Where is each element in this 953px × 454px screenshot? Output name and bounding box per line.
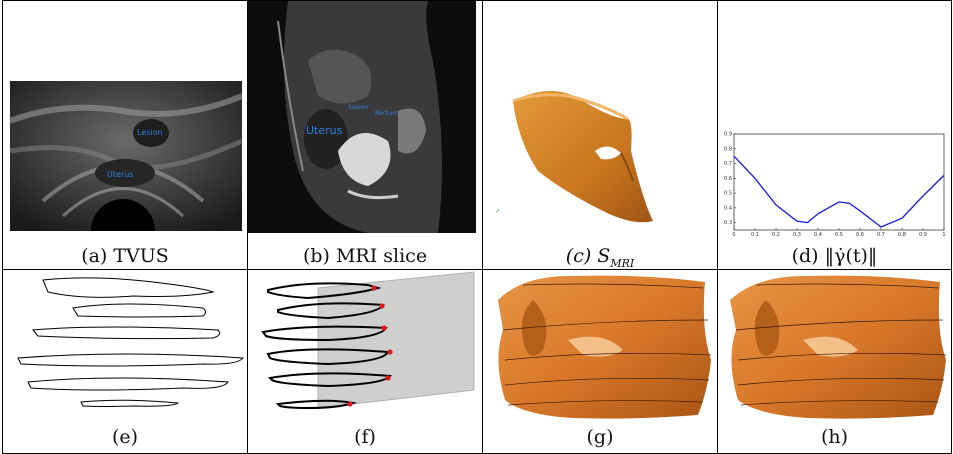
panel-f-caption: (f) — [354, 426, 376, 448]
y-tick-label: 0.7 — [724, 161, 732, 167]
reconstruction-h — [730, 275, 947, 419]
x-tick-label: 0.1 — [751, 232, 759, 238]
y-tick-label: 0.8 — [724, 146, 732, 152]
panel-b-mri: Lesion Rectum Uterus (b) MRI slice — [248, 1, 482, 269]
panel-a-caption: (a) TVUS — [81, 245, 169, 267]
mri-label-lesion: Lesion — [349, 104, 368, 111]
surface-render: ↗ — [495, 91, 653, 223]
x-tick-label: 0.6 — [856, 232, 864, 238]
panel-f-plane: (f) — [248, 270, 482, 453]
x-tick-label: 0.7 — [877, 232, 885, 238]
x-tick-label: 1 — [942, 232, 945, 238]
panel-a-tvus: Lesion Uterus (a) TVUS — [3, 1, 247, 269]
x-tick-label: 0.4 — [814, 232, 822, 238]
y-tick-label: 0.9 — [724, 132, 732, 138]
x-tick-label: 0.2 — [772, 232, 780, 238]
panel-b-caption: (b) MRI slice — [302, 245, 428, 267]
y-tick-label: 0.5 — [724, 191, 732, 197]
x-tick-label: 0.5 — [835, 232, 843, 238]
contours-with-plane — [261, 271, 475, 410]
tvus-image: Lesion Uterus — [8, 81, 244, 231]
mri-label-uterus: Uterus — [306, 124, 343, 137]
mri-image: Lesion Rectum Uterus — [248, 1, 476, 233]
marker — [379, 303, 385, 309]
col-divider-3 — [717, 0, 718, 454]
axis-marker: ↗ — [495, 208, 500, 215]
panel-d-speed-plot: 0.3 0.4 0.5 0.6 0.7 0.8 0.9 0 0.1 0.2 0.3 0.4 0.5 0.… — [718, 1, 951, 269]
right-border — [951, 0, 952, 454]
y-tick-label: 0.4 — [724, 205, 732, 211]
top-border — [2, 0, 952, 1]
col-divider-1 — [247, 0, 248, 454]
x-tick-label: 0.3 — [793, 232, 801, 238]
panel-e-caption: (e) — [111, 426, 139, 448]
contour-stack — [17, 277, 244, 407]
left-border — [2, 0, 3, 454]
panel-h-caption: (h) — [820, 426, 849, 448]
marker — [347, 401, 353, 407]
mri-label-rectum: Rectum — [375, 110, 398, 117]
x-tick-label: 0.9 — [919, 232, 927, 238]
row-divider — [2, 269, 952, 270]
panel-g-caption: (g) — [586, 426, 614, 448]
x-tick-label: 0.8 — [898, 232, 906, 238]
marker — [387, 349, 393, 355]
marker — [371, 285, 377, 291]
panel-g-surface: (g) — [483, 270, 717, 453]
plot-frame — [733, 133, 945, 231]
speed-chart: 0.3 0.4 0.5 0.6 0.7 0.8 0.9 0 0.1 0.2 0.3 0.4 0.5 0.… — [724, 132, 946, 238]
reconstruction-g — [498, 275, 712, 419]
speed-curve — [733, 155, 945, 228]
panel-c-surface: ↗ (c) SMRI — [483, 1, 717, 270]
y-tick-label: 0.3 — [724, 220, 732, 226]
panel-c-caption: (c) SMRI — [565, 245, 635, 270]
tvus-label-uterus: Uterus — [107, 170, 133, 179]
panel-h-surface: (h) — [718, 270, 951, 453]
x-tick-label: 0 — [732, 232, 735, 238]
tvus-label-lesion: Lesion — [137, 128, 163, 137]
panel-d-caption: (d) ‖γ̇(t)‖ — [791, 245, 878, 267]
marker — [381, 325, 387, 331]
marker — [385, 375, 391, 381]
panel-e-contours: (e) — [3, 270, 247, 453]
col-divider-2 — [482, 0, 483, 454]
y-tick-label: 0.6 — [724, 176, 732, 182]
